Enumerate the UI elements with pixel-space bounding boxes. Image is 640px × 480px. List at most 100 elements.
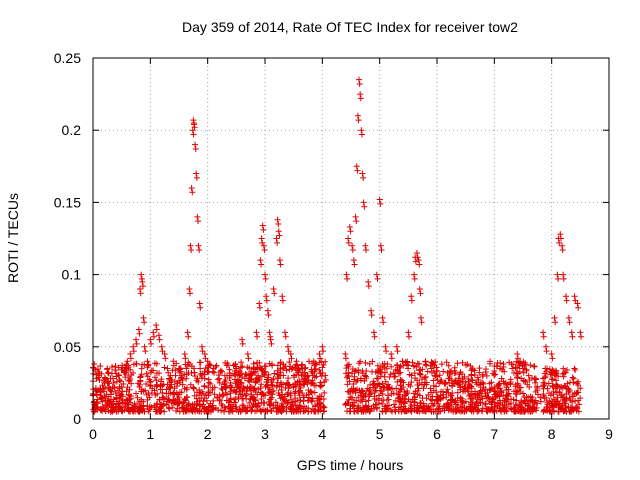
data-point: [417, 314, 424, 321]
data-point: [299, 369, 306, 376]
band-point: [166, 405, 173, 412]
band-point: [282, 399, 289, 406]
band-point: [301, 403, 308, 410]
data-point: [191, 124, 198, 131]
data-point: [468, 372, 475, 379]
band-point: [359, 396, 366, 403]
band-point: [480, 371, 487, 378]
band-point: [417, 400, 424, 407]
data-point: [349, 247, 356, 254]
data-point: [365, 278, 372, 285]
band-point: [454, 360, 461, 367]
data-point: [359, 170, 366, 177]
band-point: [187, 406, 194, 413]
data-point: [353, 163, 360, 170]
band-point: [272, 404, 279, 411]
data-point: [195, 218, 202, 225]
band-point: [365, 407, 372, 414]
data-point: [205, 362, 212, 369]
data-point: [187, 242, 194, 249]
band-point: [394, 378, 401, 385]
band-point: [128, 371, 135, 378]
data-point: [127, 355, 134, 362]
band-point: [264, 376, 271, 383]
band-point: [322, 358, 329, 365]
data-point: [144, 358, 151, 365]
band-point: [559, 371, 566, 378]
data-point: [195, 242, 202, 249]
band-point: [97, 362, 104, 369]
data-point: [164, 365, 171, 372]
band-point: [475, 376, 482, 383]
band-point: [173, 407, 180, 414]
band-point: [134, 394, 141, 401]
data-point: [158, 343, 165, 350]
data-point: [317, 355, 324, 362]
y-axis-label: ROTI / TECUs: [5, 193, 21, 283]
band-point: [531, 363, 538, 370]
data-point: [133, 336, 139, 343]
band-point: [193, 395, 200, 402]
data-point: [428, 365, 435, 372]
band-point: [276, 383, 283, 390]
band-point: [404, 389, 411, 396]
data-point: [263, 297, 270, 304]
band-point: [308, 398, 315, 405]
band-point: [280, 381, 287, 388]
band-point: [467, 403, 474, 410]
band-point: [363, 367, 370, 374]
band-point: [213, 362, 220, 369]
data-point: [190, 131, 197, 138]
band-point: [521, 398, 528, 405]
band-point: [130, 361, 137, 368]
band-point: [529, 408, 536, 415]
band-point: [447, 396, 454, 403]
data-point: [388, 355, 395, 362]
band-point: [227, 395, 234, 402]
band-point: [144, 403, 151, 410]
band-point: [170, 389, 177, 396]
data-point: [133, 340, 140, 347]
band-point: [237, 364, 244, 371]
band-point: [190, 365, 197, 372]
band-point: [510, 388, 517, 395]
band-point: [308, 366, 315, 373]
x-tick-labels: 0 1 2 3 4 5 6 7 8 9: [89, 426, 613, 442]
data-point: [118, 384, 125, 391]
band-point: [293, 371, 300, 378]
band-point: [389, 385, 396, 392]
data-point: [98, 394, 105, 401]
data-point: [181, 351, 188, 358]
band-point: [379, 390, 386, 397]
data-point: [139, 278, 146, 285]
band-point: [102, 401, 109, 408]
data-point: [233, 365, 240, 372]
data-point: [211, 369, 218, 376]
band-point: [462, 362, 469, 369]
data-point: [182, 355, 189, 362]
band-point: [472, 400, 479, 407]
data-point: [416, 261, 423, 268]
band-point: [465, 378, 472, 385]
band-point: [224, 391, 231, 398]
data-point: [193, 170, 200, 177]
band-point: [448, 392, 455, 399]
band-point: [459, 359, 466, 366]
band-point: [267, 390, 274, 397]
band-point: [445, 402, 452, 409]
band-point: [533, 376, 540, 383]
data-point: [153, 326, 160, 333]
band-point: [408, 403, 415, 410]
band-point: [291, 390, 298, 397]
band-point: [279, 407, 286, 414]
band-point: [521, 408, 528, 415]
data-point: [556, 239, 563, 246]
data-point: [190, 117, 197, 124]
band-point: [367, 388, 374, 395]
band-point: [211, 384, 218, 391]
y-tick-label: 0.15: [54, 194, 81, 210]
band-point: [526, 384, 533, 391]
band-point: [575, 408, 582, 415]
data-point: [514, 355, 521, 362]
band-point: [286, 359, 293, 366]
